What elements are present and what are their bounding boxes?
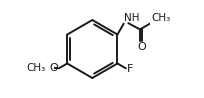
Text: CH₃: CH₃	[26, 63, 46, 73]
Text: CH₃: CH₃	[151, 13, 171, 23]
Text: F: F	[126, 64, 133, 74]
Text: O: O	[49, 63, 58, 73]
Text: NH: NH	[124, 13, 140, 23]
Text: O: O	[137, 42, 146, 52]
